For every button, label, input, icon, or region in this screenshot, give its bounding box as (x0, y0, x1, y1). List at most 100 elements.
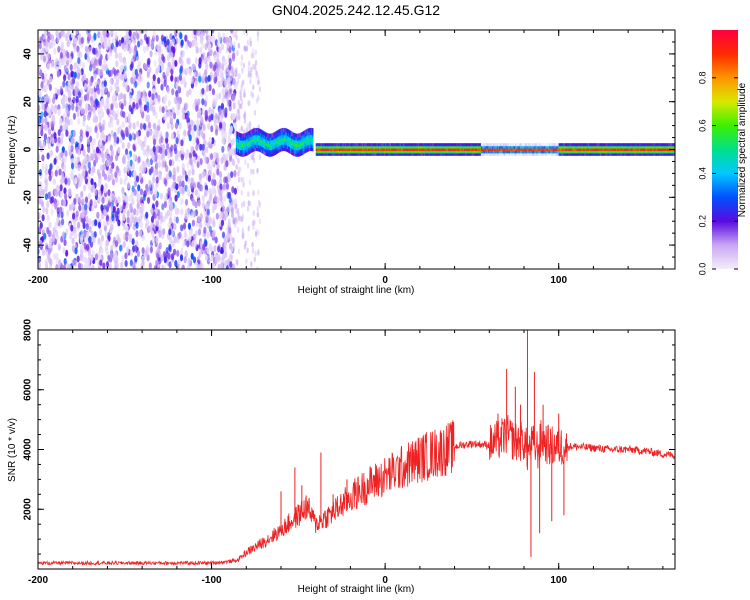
noise-speck (171, 240, 175, 248)
tone-cell (501, 152, 504, 156)
tone-cell (540, 150, 543, 154)
noise-speck (81, 62, 85, 70)
scatter-speck (251, 48, 255, 55)
tone-cell (552, 143, 555, 147)
noise-speck (87, 155, 91, 163)
onset-band-cell (276, 140, 279, 145)
noise-speck (118, 126, 122, 134)
tone-cell (632, 143, 635, 147)
noise-speck (57, 243, 61, 251)
noise-speck (151, 153, 155, 161)
tone-cell (374, 150, 376, 154)
onset-band-cell (279, 135, 282, 140)
tone-cell (595, 148, 597, 151)
tone-cell (437, 148, 440, 151)
tone-cell (598, 152, 601, 156)
onset-band-cell (261, 136, 264, 141)
tone-cell (425, 150, 427, 154)
tone-cell (341, 152, 344, 156)
tone-cell (570, 148, 573, 151)
tone-cell (659, 148, 662, 151)
noise-speck (55, 58, 59, 66)
noise-speck (155, 259, 159, 267)
tone-cell (378, 143, 381, 147)
noise-speck (213, 195, 218, 203)
noise-speck (134, 216, 138, 224)
tone-cell (607, 148, 610, 151)
noise-speck (104, 231, 108, 239)
tone-cell (479, 152, 482, 156)
tone-cell (350, 145, 353, 149)
onset-band-cell (259, 145, 262, 150)
onset-band-cell (267, 152, 269, 157)
onset-band-cell (237, 138, 240, 143)
onset-band-cell (302, 147, 305, 152)
onset-band-cell (288, 143, 291, 148)
noise-speck (185, 114, 190, 122)
tone-cell (551, 145, 554, 149)
noise-speck (116, 196, 121, 204)
onset-band-cell (296, 152, 298, 157)
noise-speck (165, 111, 169, 119)
tone-cell (374, 152, 376, 156)
tone-cell (399, 145, 402, 149)
tone-cell (348, 145, 351, 149)
noise-speck (72, 112, 77, 120)
noise-speck (56, 216, 60, 224)
noise-speck (142, 89, 146, 97)
noise-speck (166, 122, 170, 130)
noise-speck (226, 41, 230, 49)
tone-cell (473, 143, 476, 147)
noise-speck (140, 144, 144, 152)
noise-speck (125, 225, 129, 233)
tone-cell (483, 150, 486, 154)
onset-band-cell (280, 128, 283, 133)
noise-speck (157, 119, 161, 127)
tone-cell (484, 150, 487, 154)
tone-cell (619, 145, 622, 149)
onset-band-cell (251, 138, 254, 143)
noise-speck (68, 145, 72, 153)
tone-cell (323, 145, 325, 149)
noise-speck (225, 78, 229, 86)
tone-cell (514, 145, 517, 149)
noise-speck (199, 212, 203, 220)
tone-cell (460, 150, 463, 154)
onset-band-cell (286, 132, 289, 137)
noise-speck (162, 228, 166, 236)
noise-speck (48, 174, 52, 182)
tone-cell (505, 143, 508, 147)
tone-cell (559, 150, 562, 154)
noise-speck (105, 43, 109, 51)
noise-speck (72, 96, 76, 104)
tone-cell (448, 150, 450, 154)
y-tick-label: -20 (23, 190, 34, 205)
tone-cell (400, 143, 403, 147)
onset-band-cell (270, 133, 272, 138)
tone-cell (574, 150, 577, 154)
onset-band-cell (288, 139, 291, 144)
noise-speck (174, 59, 178, 67)
tone-cell (597, 148, 600, 151)
onset-band-cell (259, 135, 262, 140)
noise-speck (159, 146, 163, 154)
onset-band-cell (290, 130, 292, 135)
noise-speck (208, 43, 212, 51)
tone-cell (336, 152, 339, 156)
onset-band-cell (243, 139, 245, 144)
noise-speck (98, 228, 103, 236)
noise-speck (100, 133, 104, 141)
tone-cell (525, 148, 528, 151)
tone-cell (349, 150, 352, 154)
noise-speck (204, 146, 209, 154)
x-tick-label: -200 (28, 275, 48, 286)
tone-cell (471, 152, 474, 156)
noise-speck (138, 229, 143, 237)
tone-cell (335, 143, 337, 147)
tone-cell (422, 143, 425, 147)
onset-band-cell (257, 140, 260, 145)
tone-cell (519, 148, 522, 151)
scatter-speck (252, 168, 255, 175)
tone-cell (346, 143, 348, 147)
tone-cell (516, 148, 518, 151)
